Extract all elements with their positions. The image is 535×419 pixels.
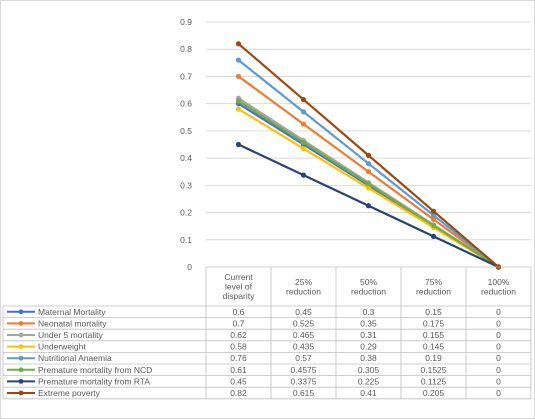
data-point — [365, 203, 372, 209]
data-table-cell: 0.465 — [293, 330, 315, 340]
data-table-cell: 0.19 — [425, 353, 442, 363]
data-point — [365, 160, 372, 167]
legend-label: Underweight — [38, 342, 86, 352]
data-point — [300, 121, 307, 127]
legend-label: Nutritional Anaemia — [38, 353, 112, 363]
y-tick-label: 0.6 — [180, 99, 192, 109]
y-tick-label: 0.1 — [180, 235, 192, 245]
data-point — [235, 57, 242, 63]
legend-key-marker — [18, 379, 24, 384]
legend-key-marker — [18, 309, 24, 315]
y-tick-label: 0.9 — [180, 17, 192, 27]
data-table-cell: 0.305 — [358, 365, 380, 375]
data-table-cell: 0.145 — [423, 342, 445, 352]
data-table-cell: 0.7 — [233, 318, 245, 328]
legend-label: Premature mortality from RTA — [38, 376, 150, 386]
data-table-cell: 0.15 — [425, 307, 442, 317]
data-table-cell: 0.35 — [360, 318, 377, 328]
data-table-cell: 0.3375 — [291, 376, 317, 386]
legend-label: Under 5 mortality — [38, 330, 103, 340]
legend-key-marker — [18, 367, 24, 373]
data-table-cell: 0.1525 — [421, 365, 447, 375]
legend-label: Maternal Mortality — [38, 307, 106, 317]
data-table-cell: 0.62 — [230, 330, 247, 340]
x-category-label: 75% reduction — [416, 277, 451, 297]
y-tick-label: 0 — [187, 262, 192, 272]
data-table-cell: 0.82 — [230, 388, 247, 398]
data-point — [300, 139, 307, 146]
data-table-cell: 0.31 — [360, 330, 377, 340]
data-table-cell: 0.57 — [295, 353, 312, 363]
data-point — [365, 152, 372, 158]
data-point — [365, 185, 372, 191]
series-lines — [235, 41, 502, 270]
data-table-cell: 0.6 — [233, 307, 245, 317]
legend-key-marker — [18, 355, 24, 361]
data-table-cell: 0 — [496, 388, 501, 398]
legend-label: Premature mortality from NCD — [38, 365, 152, 375]
data-point — [235, 98, 242, 104]
y-axis: 0 0.1 0.2 0.3 0.4 0.5 0.6 0.7 0.8 0.9 — [180, 17, 192, 272]
legend-key-marker — [18, 344, 24, 349]
data-point — [430, 216, 437, 222]
y-tick-label: 0.3 — [180, 180, 192, 190]
data-point — [235, 141, 242, 148]
data-point — [430, 208, 437, 214]
data-table-cell: 0.45 — [230, 376, 247, 386]
data-table-cell: 0.435 — [293, 342, 315, 352]
data-table-cell: 0 — [496, 376, 501, 386]
data-table-cell: 0.41 — [360, 388, 377, 398]
x-category-label: 25% reduction — [286, 277, 321, 297]
gridlines — [206, 21, 531, 241]
data-table-cell: 0.155 — [423, 330, 445, 340]
data-point — [430, 222, 437, 229]
data-point — [235, 106, 242, 112]
y-tick-label: 0.2 — [180, 208, 192, 218]
data-table-cell: 0.61 — [230, 365, 247, 375]
data-table-cell: 0 — [496, 353, 501, 363]
y-tick-label: 0.7 — [180, 71, 192, 81]
data-table-cell: 0.225 — [358, 376, 380, 386]
data-table-cell: 0.525 — [293, 318, 315, 328]
data-point — [235, 73, 242, 80]
data-table-cell: 0.3 — [363, 307, 375, 317]
legend-label: Extreme poverty — [38, 388, 101, 398]
data-point — [365, 169, 372, 175]
legend-key-marker — [18, 390, 24, 396]
data-table: Current level of disparity 25% reduction 50% r… — [2, 266, 532, 400]
data-table-cell: 0.175 — [423, 318, 445, 328]
data-table-cell: 0 — [496, 318, 501, 328]
x-category-label: 100% reduction — [481, 277, 516, 297]
data-table-cell: 0.205 — [423, 388, 445, 398]
data-table-cell: 0.38 — [360, 353, 377, 363]
y-tick-label: 0.5 — [180, 126, 192, 136]
data-point — [365, 181, 372, 187]
data-table-cell: 0.29 — [360, 342, 377, 352]
data-point — [300, 145, 307, 152]
data-table-cell: 0.4575 — [291, 365, 317, 375]
data-table-cell: 0.45 — [295, 307, 312, 317]
x-category-label: Current level of disparity — [223, 272, 255, 301]
data-table-cell: 0.1125 — [421, 376, 447, 386]
legend-key-marker — [18, 321, 24, 326]
data-table-cell: 0 — [496, 365, 501, 375]
y-tick-label: 0.8 — [180, 44, 192, 54]
data-table-cell: 0 — [496, 342, 501, 352]
data-table-cell: 0.76 — [230, 353, 247, 363]
data-point — [430, 233, 437, 239]
legend-label: Neonatal mortality — [38, 318, 107, 328]
data-table-cell: 0 — [496, 330, 501, 340]
data-table-cell: 0.615 — [293, 388, 315, 398]
data-point — [300, 172, 307, 178]
data-point — [300, 109, 307, 115]
data-table-cell: 0 — [496, 307, 501, 317]
y-tick-label: 0.4 — [180, 153, 192, 163]
legend-key-marker — [18, 332, 24, 338]
x-category-label: 50% reduction — [351, 277, 386, 297]
data-point — [300, 96, 307, 103]
data-table-cell: 0.58 — [230, 342, 247, 352]
data-point — [235, 41, 242, 47]
data-point — [430, 212, 437, 218]
